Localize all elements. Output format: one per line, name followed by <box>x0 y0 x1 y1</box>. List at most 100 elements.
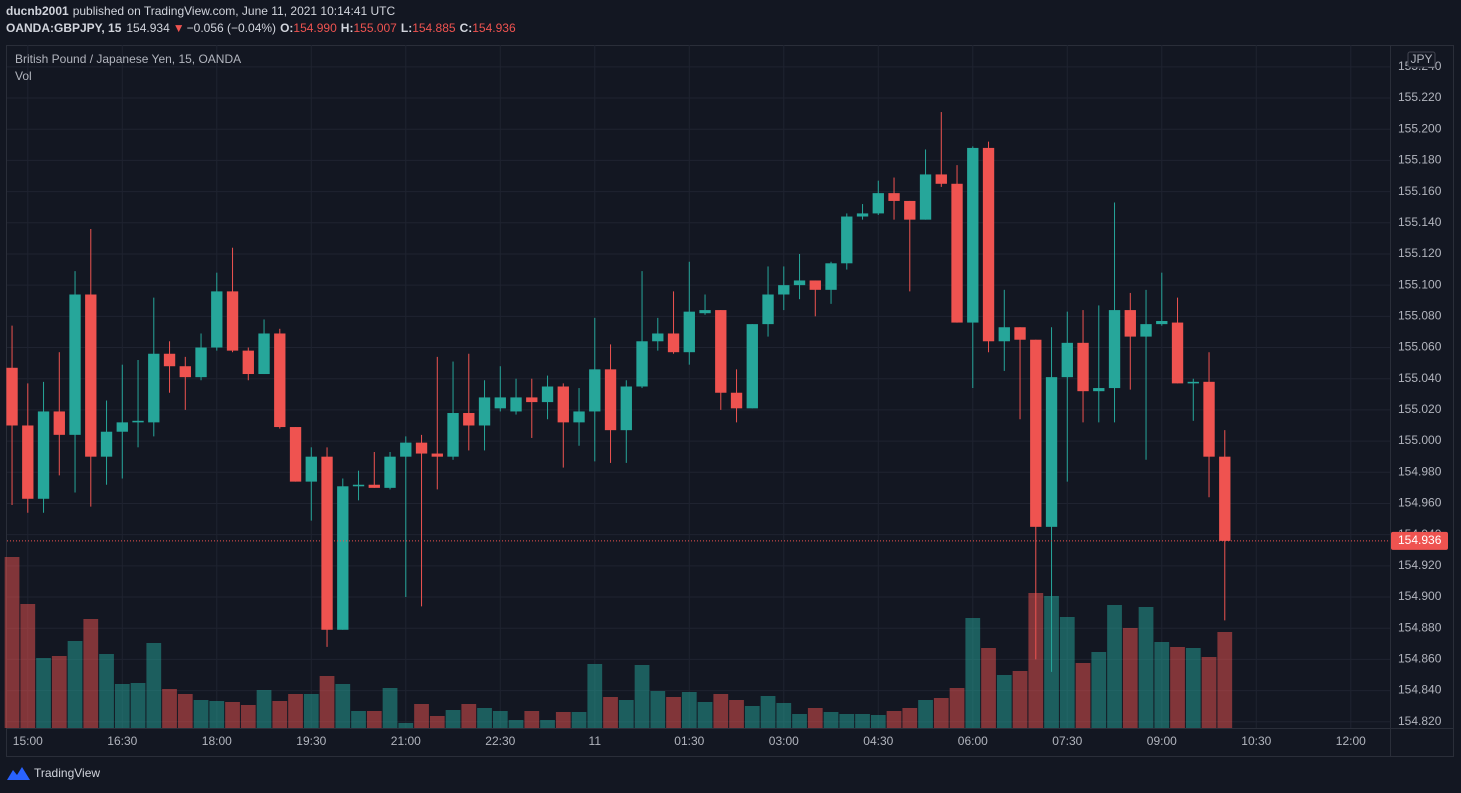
y-tick-label: 154.880 <box>1398 620 1442 634</box>
volume-bar <box>902 708 918 728</box>
body <box>652 333 664 342</box>
volume-pane <box>4 557 1233 728</box>
body <box>1140 324 1152 337</box>
volume-bar <box>1217 632 1233 728</box>
volume-bar <box>414 704 429 728</box>
volume-bar <box>1012 671 1028 728</box>
body <box>526 397 538 403</box>
author: ducnb2001 <box>6 4 69 18</box>
body <box>730 392 743 409</box>
x-tick-label: 11 <box>589 734 602 748</box>
volume-bar <box>4 557 20 728</box>
volume-bar <box>713 694 729 728</box>
body <box>683 311 695 353</box>
x-tick-label: 10:30 <box>1241 734 1271 748</box>
volume-bar <box>681 692 697 728</box>
volume-bar <box>477 708 492 728</box>
body <box>195 347 207 378</box>
l-label: L: <box>401 21 412 35</box>
volume-bar <box>193 700 209 728</box>
body <box>1171 322 1184 384</box>
body <box>872 193 884 214</box>
volume-bar <box>540 720 555 728</box>
volume-bar <box>508 720 524 728</box>
y-tick-label: 155.020 <box>1398 402 1442 416</box>
volume-bar <box>36 658 51 728</box>
y-tick-label: 155.160 <box>1398 184 1442 198</box>
x-tick-label: 01:30 <box>674 734 704 748</box>
volume-bar <box>666 697 681 728</box>
body <box>132 420 144 423</box>
volume-bar <box>1059 617 1075 728</box>
y-tick-label: 154.860 <box>1398 652 1442 666</box>
body <box>384 456 396 488</box>
body <box>116 422 128 432</box>
y-tick-label: 154.920 <box>1398 558 1442 572</box>
body <box>1219 456 1231 541</box>
volume-bar <box>1185 648 1201 728</box>
body <box>667 333 680 353</box>
body <box>368 484 380 488</box>
volume-bar <box>618 700 634 728</box>
body <box>463 413 475 426</box>
volume-bar <box>1091 652 1107 728</box>
body <box>699 310 711 314</box>
y-tick-label: 154.820 <box>1398 714 1442 728</box>
volume-bar <box>429 716 445 728</box>
volume-label: Vol <box>15 69 32 83</box>
volume-bar <box>382 688 398 728</box>
volume-bar <box>225 702 240 728</box>
body <box>494 397 506 409</box>
volume-bar <box>792 714 807 728</box>
x-tick-label: 15:00 <box>13 734 43 748</box>
last-price-box <box>1391 531 1448 550</box>
footer-logo: TradingView <box>7 766 100 780</box>
volume-bar <box>870 715 886 728</box>
currency-badge <box>1407 51 1436 68</box>
volume-bar <box>1028 593 1044 728</box>
body <box>226 291 239 351</box>
body <box>935 174 947 184</box>
volume-bar <box>319 676 335 728</box>
volume-bar <box>1138 607 1154 728</box>
volume-bar <box>996 675 1012 728</box>
body <box>825 263 837 290</box>
volume-bar <box>1154 642 1170 728</box>
body <box>69 294 81 435</box>
x-tick-label: 09:00 <box>1147 734 1177 748</box>
volume-bar <box>697 702 713 728</box>
body <box>274 333 286 428</box>
body <box>746 324 758 409</box>
body <box>1014 327 1026 340</box>
x-tick-label: 22:30 <box>485 734 515 748</box>
volume-bar <box>162 689 177 728</box>
body <box>573 411 585 423</box>
body <box>1077 342 1089 392</box>
y-tick-label: 155.120 <box>1398 246 1442 260</box>
volume-bar <box>209 701 225 728</box>
body <box>604 369 617 431</box>
volume-bar <box>240 705 256 728</box>
volume-bar <box>461 704 477 728</box>
body <box>557 386 569 423</box>
body <box>856 213 869 217</box>
x-tick-label: 19:30 <box>296 734 326 748</box>
volume-bar <box>1170 647 1185 728</box>
body <box>541 386 554 403</box>
volume-bar <box>839 714 855 728</box>
body <box>982 147 995 342</box>
volume-bar <box>823 712 839 728</box>
axes: 155.240155.220155.200155.180155.160155.1… <box>7 51 1448 748</box>
body <box>1203 381 1215 457</box>
body <box>37 411 50 499</box>
y-tick-label: 155.000 <box>1398 433 1442 447</box>
body <box>589 369 601 412</box>
body <box>1030 339 1042 527</box>
body <box>620 386 632 431</box>
body <box>998 327 1010 342</box>
body <box>305 456 317 482</box>
x-tick-label: 12:00 <box>1336 734 1366 748</box>
body <box>809 280 821 290</box>
body <box>400 442 412 457</box>
volume-bar <box>918 700 933 728</box>
